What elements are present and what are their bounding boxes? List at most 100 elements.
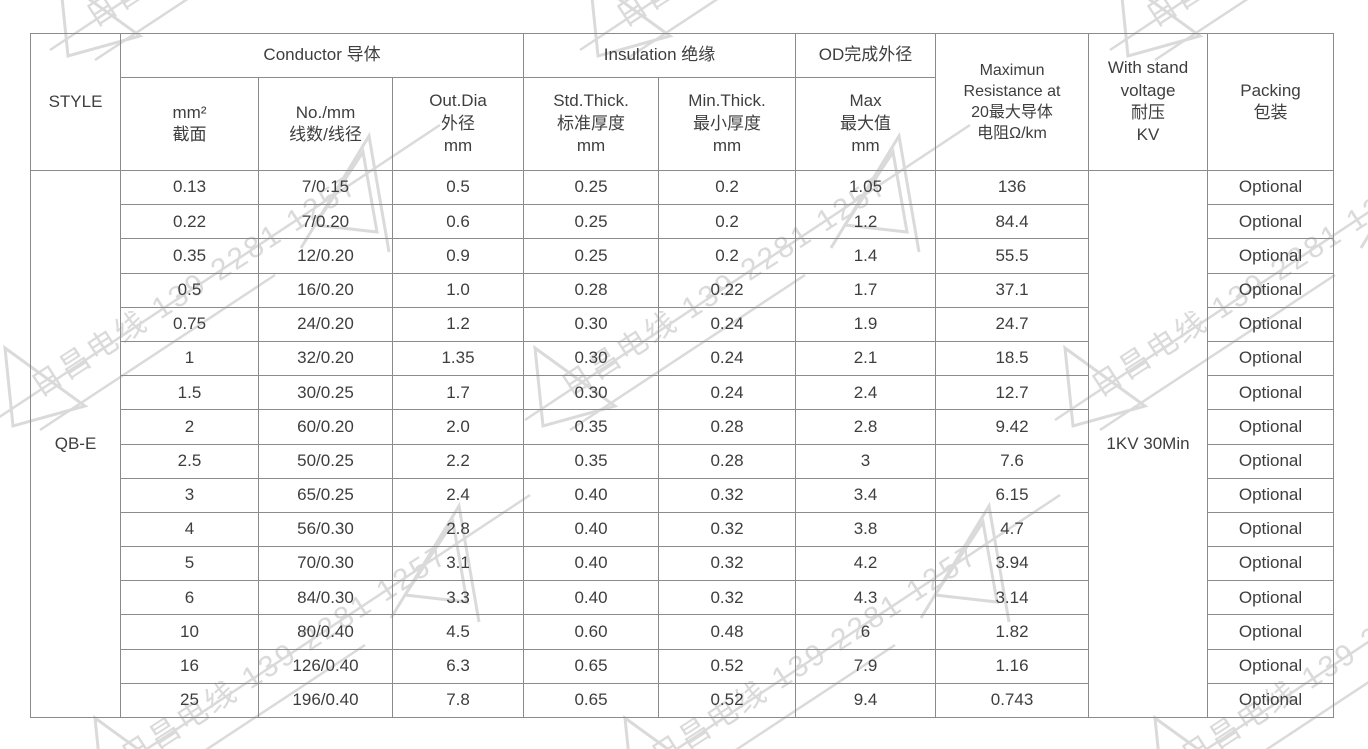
spec-table: STYLE Conductor 导体 Insulation 绝缘 OD完成外径 …: [30, 33, 1335, 719]
cell-no-mm: 80/0.40: [258, 614, 393, 650]
cell-out-dia: 0.5: [391, 169, 525, 206]
header-resistance: Maximun Resistance at 20最大导体 电阻Ω/km: [935, 33, 1090, 171]
cell-resistance: 24.7: [935, 306, 1090, 342]
cell-packing: Optional: [1207, 614, 1335, 650]
cell-resistance: 12.7: [935, 375, 1090, 411]
cell-out-dia: 1.35: [391, 340, 525, 377]
cell-min-thick: 0.48: [658, 614, 797, 650]
cell-max: 1.9: [795, 306, 937, 342]
cell-out-dia: 1.2: [391, 306, 525, 342]
cell-packing: Optional: [1207, 682, 1335, 719]
cell-no-mm: 196/0.40: [258, 682, 393, 719]
header-no-mm: No./mm 线数/线径: [258, 77, 393, 171]
cell-min-thick: 0.2: [658, 238, 797, 274]
cell-std-thick: 0.30: [523, 340, 660, 377]
header-mm2: mm² 截面: [120, 77, 259, 171]
cell-max: 1.2: [795, 204, 937, 240]
cell-packing: Optional: [1207, 272, 1335, 308]
cell-mm2: 5: [120, 546, 259, 582]
header-max: Max 最大值 mm: [795, 77, 937, 171]
cell-std-thick: 0.25: [523, 169, 660, 206]
header-std-thick: Std.Thick. 标准厚度 mm: [523, 77, 660, 171]
cell-no-mm: 56/0.30: [258, 511, 393, 548]
cell-max: 3.8: [795, 511, 937, 548]
cell-out-dia: 2.0: [391, 409, 525, 445]
cell-no-mm: 84/0.30: [258, 580, 393, 616]
cell-no-mm: 12/0.20: [258, 238, 393, 274]
cell-out-dia: 0.9: [391, 238, 525, 274]
cell-min-thick: 0.24: [658, 375, 797, 411]
cell-resistance: 18.5: [935, 340, 1090, 377]
cell-out-dia: 7.8: [391, 682, 525, 719]
cell-min-thick: 0.28: [658, 443, 797, 479]
cell-max: 6: [795, 614, 937, 650]
cell-min-thick: 0.32: [658, 511, 797, 548]
cell-no-mm: 50/0.25: [258, 443, 393, 479]
cell-std-thick: 0.25: [523, 238, 660, 274]
cell-max: 4.3: [795, 580, 937, 616]
cell-resistance: 84.4: [935, 204, 1090, 240]
spec-table-body: QB-E 0.13 7/0.15 0.5 0.25 0.2 1.05 136 1KV 30Min…: [30, 169, 1335, 719]
cell-out-dia: 0.6: [391, 204, 525, 240]
cell-max: 1.4: [795, 238, 937, 274]
cell-resistance: 7.6: [935, 443, 1090, 479]
cell-min-thick: 0.28: [658, 409, 797, 445]
cell-mm2: 16: [120, 648, 259, 684]
cell-no-mm: 24/0.20: [258, 306, 393, 342]
header-od-group: OD完成外径: [795, 33, 937, 78]
cell-resistance: 37.1: [935, 272, 1090, 308]
cell-max: 3: [795, 443, 937, 479]
cell-packing: Optional: [1207, 204, 1335, 240]
cell-style-value: QB-E: [30, 170, 121, 718]
cell-min-thick: 0.2: [658, 169, 797, 206]
header-min-thick: Min.Thick. 最小厚度 mm: [658, 77, 797, 171]
cell-no-mm: 32/0.20: [258, 340, 393, 377]
watermark-text: 日昌电线 139 2281 1257: [1141, 0, 1368, 34]
cell-no-mm: 126/0.40: [258, 648, 393, 684]
cell-out-dia: 2.8: [391, 511, 525, 548]
cell-min-thick: 0.24: [658, 306, 797, 342]
cell-std-thick: 0.40: [523, 580, 660, 616]
cell-max: 2.1: [795, 340, 937, 377]
cell-out-dia: 2.4: [391, 477, 525, 513]
cell-resistance: 6.15: [935, 477, 1090, 513]
cell-mm2: 0.75: [120, 306, 259, 342]
cell-resistance: 0.743: [935, 682, 1090, 719]
header-group-row: STYLE Conductor 导体 Insulation 绝缘 OD完成外径 …: [30, 33, 1335, 171]
cell-no-mm: 60/0.20: [258, 409, 393, 445]
header-withstand: With stand voltage 耐压 KV: [1088, 33, 1209, 171]
cell-std-thick: 0.30: [523, 306, 660, 342]
cell-mm2: 0.13: [120, 169, 259, 206]
cell-out-dia: 4.5: [391, 614, 525, 650]
table-row: 2.5 50/0.25 2.2 0.35 0.28 3 7.6 Optional: [31, 443, 1335, 479]
cell-no-mm: 7/0.15: [258, 169, 393, 206]
cell-packing: Optional: [1207, 546, 1335, 582]
cell-resistance: 55.5: [935, 238, 1090, 274]
cell-resistance: 3.94: [935, 546, 1090, 582]
cell-std-thick: 0.25: [523, 204, 660, 240]
cell-mm2: 0.5: [120, 272, 259, 308]
cell-min-thick: 0.32: [658, 580, 797, 616]
header-style: STYLE: [30, 33, 121, 171]
table-row: QB-E 0.13 7/0.15 0.5 0.25 0.2 1.05 136 1KV 30Min…: [30, 169, 1335, 718]
cell-std-thick: 0.40: [523, 477, 660, 513]
cell-packing: Optional: [1207, 375, 1335, 411]
cell-min-thick: 0.22: [658, 272, 797, 308]
cell-out-dia: 3.3: [391, 580, 525, 616]
cell-resistance: 9.42: [935, 409, 1090, 445]
cell-packing: Optional: [1207, 580, 1335, 616]
cell-min-thick: 0.32: [658, 477, 797, 513]
cell-resistance: 136: [935, 169, 1090, 206]
cell-min-thick: 0.24: [658, 340, 797, 377]
cell-no-mm: 70/0.30: [258, 546, 393, 582]
header-packing: Packing 包装: [1207, 33, 1335, 171]
cell-max: 3.4: [795, 477, 937, 513]
cell-mm2: 6: [120, 580, 259, 616]
cell-max: 7.9: [795, 648, 937, 684]
cell-packing: Optional: [1207, 511, 1335, 548]
cell-mm2: 10: [120, 614, 259, 650]
cell-min-thick: 0.32: [658, 546, 797, 582]
cell-mm2: 0.22: [120, 204, 259, 240]
cell-packing: Optional: [1207, 306, 1335, 342]
